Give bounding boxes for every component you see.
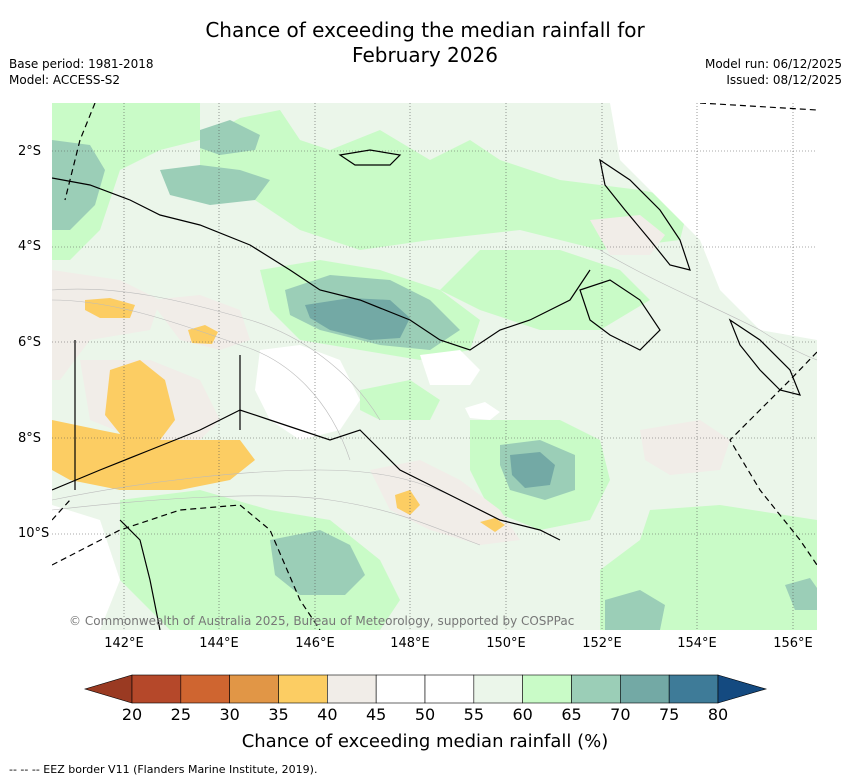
colorbar-segment [668,674,719,704]
colorbar-tick-label: 45 [365,705,387,724]
colorbar-tick-label: 20 [121,705,143,724]
region-70-75-central [305,298,410,340]
lon-label-152e: 152°E [582,636,622,651]
colorbar-title: Chance of exceeding median rainfall (%) [241,731,609,752]
region-35-40-west [105,360,175,440]
new-britain [579,279,661,351]
new-guinea-north-coast [52,177,591,351]
lon-label-148e: 148°E [390,636,430,651]
lon-label-156e: 156°E [773,636,813,651]
colorbar-segment [424,674,475,704]
new-ireland [599,158,691,271]
region-40-45-west [52,270,160,380]
colorbar-segment [375,674,426,704]
issued-date: Issued: 08/12/2025 [726,73,842,87]
bougainville [728,318,801,396]
region-35-40-png [395,490,420,515]
region-65-70-se [605,590,665,630]
region-40-45-central [150,295,250,350]
colorbar-under-arrow [83,674,133,704]
region-60-65-nw [52,103,200,260]
colorbar [83,674,768,704]
region-35-40-png2 [480,518,505,532]
colorbar-segment [278,674,328,704]
colorbar-tick-label: 80 [707,705,729,724]
colorbar-segment [620,674,670,704]
colorbar-segment [327,674,377,704]
colorbar-segment [180,674,230,704]
colorbar-segment [522,674,572,704]
lon-label-144e: 144°E [199,636,239,651]
new-guinea-south-coast [52,409,561,541]
region-65-70-north2 [200,120,260,155]
copyright-notice: © Commonwealth of Australia 2025, Bureau… [69,614,575,628]
meta-right: Model run: 06/12/2025 Issued: 08/12/2025 [705,56,842,88]
model-run: Model run: 06/12/2025 [704,57,842,71]
lon-label-146e: 146°E [295,636,335,651]
eez-legend-note: -- -- -- EEZ border V11 (Flanders Marine… [9,763,318,776]
lat-label-8s: 8°S [18,431,42,446]
region-45-55-ne [610,103,817,340]
lat-label-4s: 4°S [18,239,42,254]
lat-label-6s: 6°S [18,335,42,350]
manus [338,149,402,166]
region-60-65-east [440,250,650,330]
model-name: Model: ACCESS-S2 [9,73,121,87]
map-field [52,103,817,630]
colorbar-segment [229,674,279,704]
region-45-55-png [465,402,500,420]
lon-label-154e: 154°E [677,636,717,651]
lon-label-142e: 142°E [104,636,144,651]
lat-label-2s: 2°S [18,144,42,159]
lat-label-10s: 10°S [18,526,50,541]
colorbar-over-arrow [717,674,768,704]
gridlines [52,103,817,630]
region-65-70-south [270,530,365,595]
region-65-70-north [160,165,270,205]
colorbar-tick-label: 25 [170,705,191,724]
region-40-45-png-south [370,460,520,545]
colorbar-tick-label: 70 [610,705,631,724]
australia-cape-york [119,519,161,630]
region-45-55-central [255,345,360,440]
colorbar-tick-label: 35 [268,705,289,724]
region-40-45-ne [590,215,665,255]
colorbar-tick-label: 40 [317,705,338,724]
region-60-65-se2 [360,380,440,420]
meta-left: Base period: 1981-2018 Model: ACCESS-S2 [9,56,154,88]
colorbar-tick-label: 30 [219,705,240,724]
contour-lines [52,249,817,546]
region-65-70-nw [52,140,105,230]
eez-borders [52,103,817,630]
colorbar-segment [131,674,182,704]
region-35-40-nw [85,298,135,318]
colorbar-tick-label: 50 [414,705,436,724]
coastlines [52,149,801,630]
colorbar-tick-label: 75 [658,705,680,724]
base-period: Base period: 1981-2018 [9,57,154,71]
title-line-1: Chance of exceeding the median rainfall … [205,18,645,42]
colorbar-tick-label: 65 [561,705,582,724]
colorbar-segment [571,674,621,704]
colorbar-tick-label: 55 [463,705,484,724]
region-40-45-east [640,420,730,475]
region-70-75-east [510,452,555,488]
title-line-2: February 2026 [352,43,498,67]
colorbar-tick-label: 60 [512,705,533,724]
region-45-55-south [52,505,120,630]
lon-label-150e: 150°E [486,636,526,651]
region-35-40-southwest [52,420,255,490]
chart-title: Chance of exceeding the median rainfall … [0,18,850,68]
region-45-55-east [420,350,480,385]
colorbar-segment [473,674,523,704]
